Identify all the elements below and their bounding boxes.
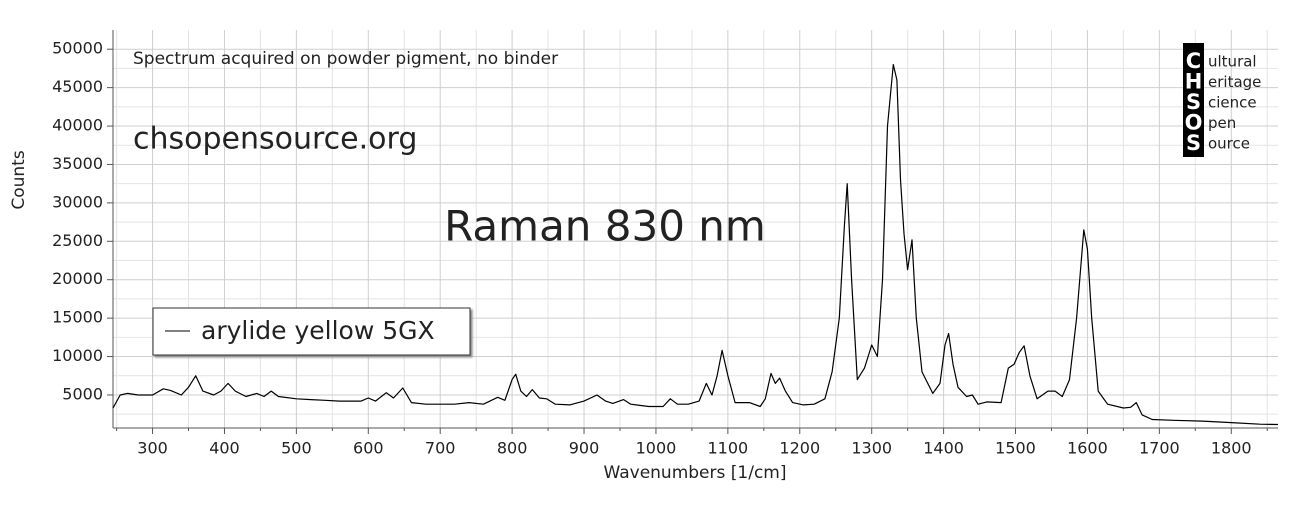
logo-word: ultural <box>1208 53 1257 71</box>
y-tick-label: 40000 <box>52 116 103 135</box>
logo-letter: O <box>1185 111 1203 135</box>
logo-word: ource <box>1208 135 1250 153</box>
plot-area <box>113 30 1278 428</box>
y-tick-label: 10000 <box>52 346 103 365</box>
logo-word: cience <box>1208 94 1257 112</box>
x-tick-label: 800 <box>497 439 528 458</box>
y-tick-label: 5000 <box>62 384 103 403</box>
y-tick-label: 35000 <box>52 154 103 173</box>
x-tick-label: 500 <box>281 439 312 458</box>
x-tick-label: 1400 <box>923 439 964 458</box>
x-tick-label: 300 <box>137 439 168 458</box>
x-tick-label: 1300 <box>851 439 892 458</box>
logo-word: pen <box>1208 114 1236 132</box>
annotation: chsopensource.org <box>133 122 417 157</box>
y-tick-label: 45000 <box>52 77 103 96</box>
x-tick-label: 700 <box>425 439 456 458</box>
logo-letter: S <box>1186 131 1201 155</box>
legend: arylide yellow 5GX <box>152 307 471 356</box>
x-tick-label: 1200 <box>779 439 820 458</box>
logo-letter: S <box>1186 90 1201 114</box>
y-tick-label: 30000 <box>52 192 103 211</box>
logo-letter: C <box>1186 49 1201 73</box>
logo-word: eritage <box>1208 73 1261 91</box>
y-tick-label: 15000 <box>52 308 103 327</box>
legend-label: arylide yellow 5GX <box>201 316 435 345</box>
x-axis-label: Wavenumbers [1/cm] <box>604 463 787 483</box>
x-tick-label: 400 <box>209 439 240 458</box>
x-tick-label: 1100 <box>708 439 749 458</box>
x-tick-label: 1700 <box>1139 439 1180 458</box>
annotation: Spectrum acquired on powder pigment, no … <box>133 49 558 69</box>
spectrum-line <box>112 63 1279 426</box>
logo-bar <box>1183 43 1204 157</box>
x-tick-label: 1500 <box>995 439 1036 458</box>
x-tick-label: 1600 <box>1067 439 1108 458</box>
x-tick-label: 900 <box>569 439 600 458</box>
x-tick-label: 1800 <box>1211 439 1252 458</box>
logo-letter: H <box>1185 70 1203 94</box>
x-tick-label: 600 <box>353 439 384 458</box>
y-tick-label: 50000 <box>52 39 103 58</box>
chart-title: Raman 830 nm <box>444 202 766 251</box>
x-tick-label: 1000 <box>636 439 677 458</box>
y-tick-label: 25000 <box>52 231 103 250</box>
y-axis-label: Counts <box>9 150 29 209</box>
y-tick-label: 20000 <box>52 269 103 288</box>
legend-box <box>152 307 471 356</box>
